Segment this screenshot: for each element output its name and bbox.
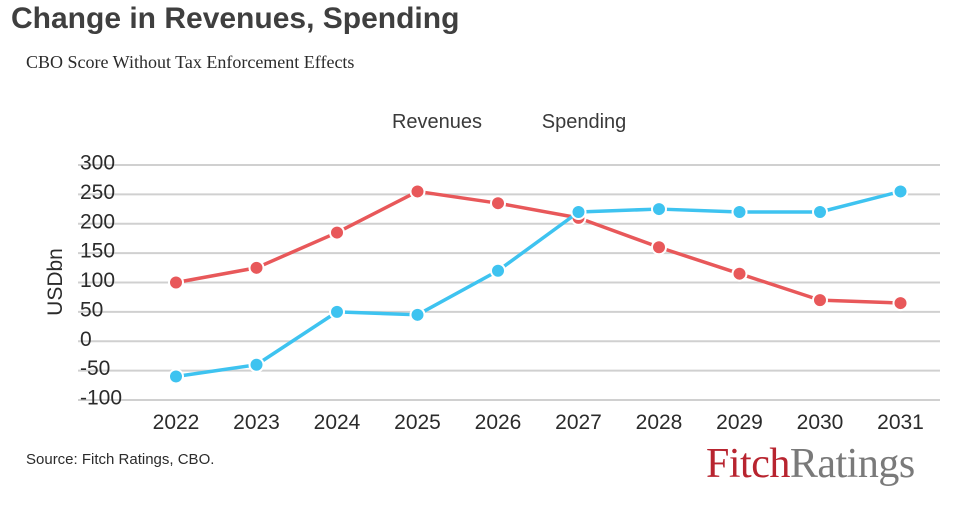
gridlines: [78, 164, 940, 401]
series-lines: [168, 183, 909, 385]
data-point: [329, 224, 345, 241]
x-tick-label: 2028: [636, 411, 683, 434]
data-point: [731, 265, 748, 282]
data-point: [651, 201, 667, 218]
data-point: [329, 303, 345, 320]
y-tick-label: 300: [80, 152, 115, 175]
x-axis-tick-labels: 2022 2023 2024 2025 2026 2027 2028 2029 2030 2031: [153, 411, 924, 434]
data-point: [490, 195, 506, 212]
y-axis-tick-labels: 300 250 200 150 100 50 0 -50 -100: [80, 152, 122, 410]
data-point: [892, 183, 909, 200]
y-tick-label: 150: [80, 240, 115, 263]
y-tick-label: 100: [80, 269, 115, 292]
data-point: [812, 204, 828, 220]
fitch-ratings-logo: FitchRatings: [706, 440, 915, 488]
y-tick-label: -100: [80, 387, 122, 410]
data-point: [490, 262, 506, 279]
data-point: [892, 295, 909, 312]
data-point: [409, 183, 426, 200]
x-tick-label: 2030: [797, 411, 844, 434]
chart-title: Change in Revenues, Spending: [11, 2, 460, 35]
y-tick-label: 250: [80, 181, 115, 204]
chart-subtitle: CBO Score Without Tax Enforcement Effect…: [26, 52, 355, 72]
series-line: [175, 189, 901, 305]
logo-ratings-text: Ratings: [789, 441, 915, 487]
x-tick-label: 2024: [314, 411, 361, 434]
legend: Revenues Spending: [392, 111, 626, 133]
x-tick-label: 2023: [233, 411, 280, 434]
data-point: [812, 292, 828, 309]
x-tick-label: 2026: [475, 411, 522, 434]
x-tick-label: 2029: [716, 411, 763, 434]
source-note: Source: Fitch Ratings, CBO.: [26, 451, 215, 468]
y-tick-label: 0: [80, 328, 92, 351]
data-point: [570, 204, 587, 220]
x-tick-label: 2031: [877, 411, 924, 434]
logo-fitch-text: Fitch: [706, 441, 790, 487]
series-line: [175, 189, 901, 379]
legend-item: Revenues: [392, 111, 482, 133]
data-point: [731, 204, 748, 220]
y-tick-label: 200: [80, 210, 115, 233]
data-point: [248, 356, 265, 373]
data-point: [248, 259, 265, 276]
x-tick-label: 2022: [153, 411, 200, 434]
x-tick-label: 2025: [394, 411, 441, 434]
y-tick-label: 50: [80, 298, 103, 321]
x-tick-label: 2027: [555, 411, 602, 434]
data-point: [168, 368, 184, 385]
data-point: [168, 274, 184, 291]
y-axis-label: USDbn: [44, 248, 67, 316]
data-point: [651, 239, 667, 256]
y-tick-label: -50: [80, 357, 110, 380]
data-point: [409, 306, 426, 323]
legend-item: Spending: [542, 111, 627, 133]
